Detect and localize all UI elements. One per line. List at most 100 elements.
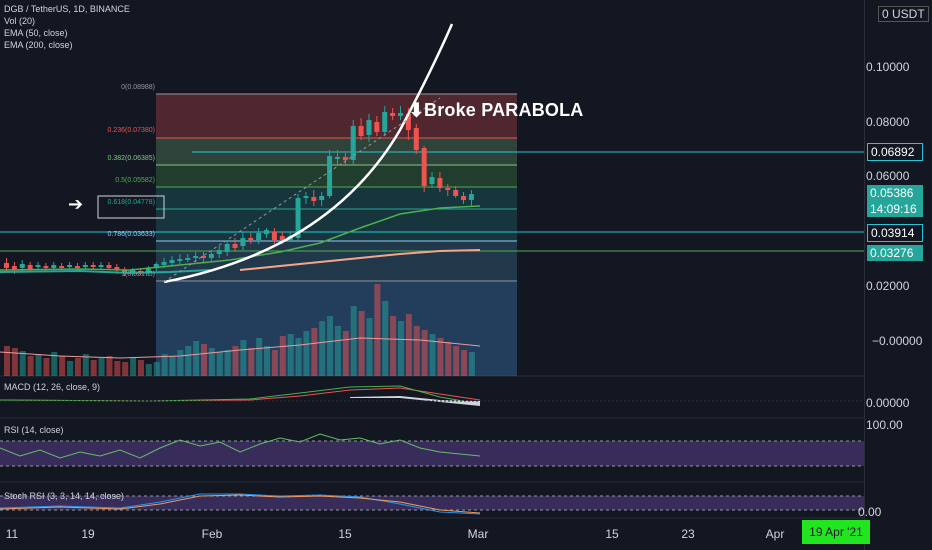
volume-bar <box>161 354 168 376</box>
price-label: 0.06000 <box>866 169 910 183</box>
candle <box>271 232 277 240</box>
time-label: Mar <box>467 527 489 541</box>
time-label: Apr <box>765 527 785 541</box>
fib-level-label: 0(0.08988) <box>121 84 155 91</box>
volume-bar <box>224 350 231 376</box>
volume-bar <box>405 314 412 376</box>
candle <box>232 244 238 248</box>
candle <box>43 266 49 268</box>
fib-level-label: 0.618(0.04778) <box>107 199 155 206</box>
price-tag-current: 0.05386 <box>867 185 923 201</box>
price-label: −0.00000 <box>872 334 923 348</box>
parabola-annotation[interactable]: Broke PARABOLA <box>424 100 584 120</box>
volume-bar <box>4 346 10 376</box>
volume-bar <box>366 318 373 376</box>
time-label: 15 <box>605 527 619 541</box>
volume-bar <box>82 354 89 376</box>
fib-zone <box>156 187 517 209</box>
volume-bar <box>130 358 137 376</box>
candle <box>240 238 246 246</box>
stoch-rsi-value: 0.00 <box>858 505 882 519</box>
fib-level-label: 0.236(0.07380) <box>107 127 155 134</box>
volume-bar <box>67 361 74 376</box>
candle <box>421 148 427 186</box>
volume-bar <box>445 342 452 376</box>
candle <box>453 190 459 196</box>
volume-bar <box>27 356 34 376</box>
volume-bar <box>264 346 271 376</box>
time-label: 11 <box>5 527 19 541</box>
countdown-tag: 14:09:16 <box>867 201 923 217</box>
candle <box>445 188 451 190</box>
right-arrow-icon: ➔ <box>68 194 84 214</box>
candle <box>208 254 214 258</box>
candle <box>74 266 80 268</box>
volume-bar <box>43 358 50 376</box>
volume-bar <box>74 358 81 376</box>
price-axis[interactable] <box>864 0 932 550</box>
volume-bar <box>59 356 66 376</box>
volume-bar <box>358 311 365 376</box>
candle <box>256 233 262 240</box>
candle <box>98 265 104 267</box>
candle <box>461 196 467 200</box>
candle <box>90 265 96 267</box>
candle <box>374 122 380 132</box>
volume-bar <box>453 346 460 376</box>
candle <box>319 196 325 200</box>
time-label: Feb <box>201 527 223 541</box>
volume-bar <box>279 336 286 376</box>
trend-line <box>163 97 441 283</box>
candle <box>358 126 364 136</box>
price-tag-ema: 0.03276 <box>867 245 923 261</box>
volume-bar <box>90 360 97 376</box>
candle <box>429 177 435 184</box>
volume-bar <box>461 350 468 376</box>
price-label: 0.08000 <box>866 115 910 129</box>
volume-bar <box>35 354 42 376</box>
currency-selector[interactable]: 0 USDT <box>878 6 929 22</box>
volume-bar <box>327 316 334 376</box>
candle <box>413 128 419 150</box>
candle <box>468 194 474 200</box>
volume-bar <box>177 350 184 376</box>
volume-bar <box>137 360 144 376</box>
volume-bar <box>271 350 278 376</box>
volume-bar <box>390 316 397 376</box>
stoch-rsi-title: Stoch RSI (3, 3, 14, 14, close) <box>4 491 125 501</box>
volume-bar <box>11 348 18 376</box>
volume-bar <box>145 364 152 376</box>
volume-bar <box>240 340 247 376</box>
candle <box>295 198 301 238</box>
crosshair-date-tag: 19 Apr '21 <box>802 520 870 544</box>
ema50-line <box>0 205 481 271</box>
candle <box>390 113 396 116</box>
volume-bar <box>216 352 223 376</box>
marker-box <box>97 195 165 219</box>
candle <box>405 114 411 130</box>
volume-bar <box>98 358 105 376</box>
candle <box>82 265 88 267</box>
vol-indicator-label: Vol (20) <box>4 16 36 26</box>
candle <box>106 265 112 268</box>
volume-ma-line <box>0 337 481 359</box>
candle <box>279 236 285 240</box>
volume-bar <box>201 344 207 376</box>
fib-level-label: 0.382(0.06385) <box>107 155 155 162</box>
candle <box>398 113 403 116</box>
volume-bar <box>248 348 255 376</box>
volume-bar <box>208 348 215 376</box>
rsi-title: RSI (14, close) <box>4 425 64 435</box>
candle <box>437 178 443 188</box>
volume-bar <box>114 361 121 376</box>
candle <box>27 265 33 269</box>
candle <box>311 197 317 201</box>
macd-line <box>0 385 481 405</box>
stoch-k-line <box>0 493 481 515</box>
down-arrow-icon: ⬇ <box>408 100 425 122</box>
candle <box>264 230 270 234</box>
volume-bar <box>153 362 160 376</box>
candle <box>327 156 333 196</box>
rsi-value: 100.00 <box>866 418 903 432</box>
